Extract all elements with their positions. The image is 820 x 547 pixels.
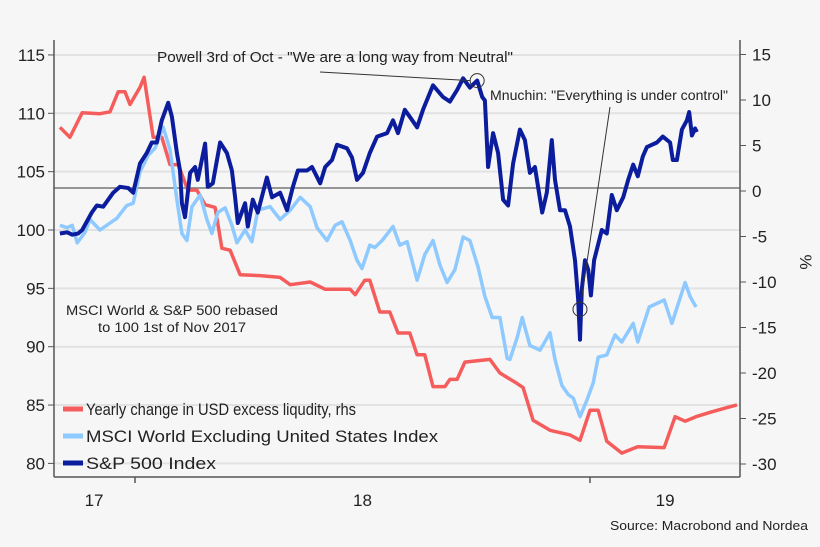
x-axis-tick-label: 19 <box>656 491 675 510</box>
left-axis-tick-label: 115 <box>18 46 45 65</box>
annotation-powell-leader <box>319 71 471 82</box>
annotation-powell: Powell 3rd of Oct - "We are a long way f… <box>157 50 513 66</box>
x-axis-tick-label: 18 <box>353 491 372 510</box>
left-axis-tick-label: 90 <box>26 338 45 357</box>
annotation-powell-marker <box>469 73 485 89</box>
axes: 80 85 90 95 100 105 110 115 -30 -25 -20 -15 -10 -5 0 5 1… <box>17 40 777 510</box>
series-line-sp500 <box>59 76 699 342</box>
left-axis-tick-label: 110 <box>18 104 45 123</box>
right-axis-tick-label: 15 <box>752 46 771 65</box>
legend: Yearly change in USD excess liqudity, rh… <box>63 400 439 473</box>
left-axis-tick-label: 95 <box>26 279 45 298</box>
chart-note-line-1: MSCI World & S&P 500 rebased <box>66 303 278 318</box>
legend-label: Yearly change in USD excess liqudity, rh… <box>86 400 356 419</box>
right-axis-tick-label: 10 <box>752 91 771 110</box>
series-line-liquidity <box>58 75 738 455</box>
left-axis-tick-label: 85 <box>26 396 45 415</box>
series-line-msci <box>59 125 698 419</box>
series-lines <box>58 75 738 455</box>
annotation-mnuchin: Mnuchin: "Everything is under control" <box>490 87 728 103</box>
right-axis-tick-label: -10 <box>752 273 777 292</box>
left-axis-tick-label: 100 <box>17 221 45 240</box>
chart-note-line-2: to 100 1st of Nov 2017 <box>98 320 246 335</box>
left-axis-tick-label: 80 <box>26 454 45 473</box>
right-axis-tick-label: 5 <box>752 137 761 156</box>
annotations: Powell 3rd of Oct - "We are a long way f… <box>157 50 728 317</box>
right-axis-tick-label: 0 <box>752 182 761 201</box>
right-axis-tick-label: -30 <box>752 455 777 474</box>
annotation-mnuchin-marker <box>572 301 588 317</box>
legend-label: MSCI World Excluding United States Index <box>86 427 439 446</box>
right-axis-tick-label: -25 <box>752 410 777 429</box>
right-axis-tick-label: -15 <box>752 319 777 338</box>
gridlines <box>54 53 740 465</box>
left-axis-tick-label: 105 <box>17 163 45 182</box>
right-axis-tick-label: -20 <box>752 364 777 383</box>
right-axis-tick-label: -5 <box>752 228 767 247</box>
legend-label: S&P 500 Index <box>86 454 217 473</box>
annotation-mnuchin-leader <box>580 106 611 303</box>
right-axis-label: % <box>796 254 815 269</box>
source-label: Source: Macrobond and Nordea <box>610 518 809 533</box>
x-axis-tick-label: 17 <box>85 491 104 510</box>
